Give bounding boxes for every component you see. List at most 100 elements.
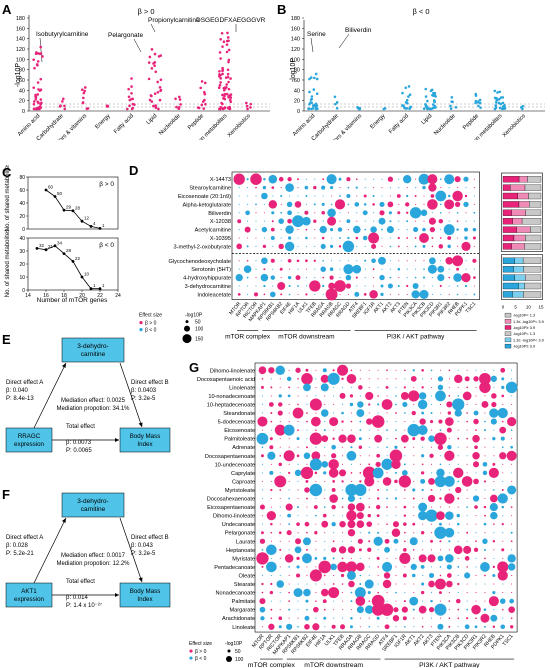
bubble xyxy=(439,540,442,543)
bubble xyxy=(324,395,326,397)
bubble xyxy=(310,416,321,427)
bubble xyxy=(404,592,406,594)
bubble xyxy=(511,583,513,585)
bubble xyxy=(305,497,308,500)
bubble xyxy=(261,565,264,568)
bubble xyxy=(288,386,291,389)
bar-frame-bottom xyxy=(501,254,543,300)
bubble xyxy=(300,466,314,480)
bubble xyxy=(413,515,415,517)
bubble xyxy=(337,364,349,376)
data-point xyxy=(225,92,229,96)
bubble xyxy=(349,402,354,407)
row-label: Eicosapentaenoate xyxy=(207,505,255,511)
bubble xyxy=(297,268,299,270)
bubble xyxy=(306,412,308,414)
bubble xyxy=(247,220,249,222)
bubble xyxy=(511,480,513,482)
bubble xyxy=(409,537,418,546)
bubble xyxy=(368,497,370,500)
bubble xyxy=(377,583,379,585)
panel-c-letter: C xyxy=(2,165,12,180)
bubble xyxy=(297,532,299,534)
bubble xyxy=(454,176,461,183)
bubble xyxy=(457,187,459,189)
bubble xyxy=(368,625,371,628)
bubble xyxy=(371,594,385,608)
bubble xyxy=(402,174,412,184)
bubble xyxy=(380,603,394,616)
bubble xyxy=(309,458,322,471)
arrow-b xyxy=(119,517,143,583)
bubble xyxy=(315,617,317,619)
stacked-bar-segment xyxy=(513,234,526,242)
data-point xyxy=(451,100,454,104)
bubble xyxy=(484,395,486,397)
bubble xyxy=(285,183,294,192)
panel-b-condition: β < 0 xyxy=(412,7,429,16)
bubble xyxy=(324,540,326,542)
bubble xyxy=(472,236,476,240)
bubble xyxy=(321,520,329,528)
bubble xyxy=(413,532,415,534)
data-point xyxy=(158,86,162,89)
bubble xyxy=(411,410,416,416)
ytick-label: 40 xyxy=(294,88,300,94)
bubble xyxy=(395,403,397,406)
bubble xyxy=(323,608,326,611)
bubble xyxy=(297,515,299,517)
bubble xyxy=(305,268,307,270)
bubble xyxy=(427,554,436,563)
bubble xyxy=(417,425,428,436)
data-point xyxy=(39,98,43,101)
ytick-label: 160 xyxy=(16,26,25,32)
bubble xyxy=(431,429,433,431)
bubble xyxy=(320,243,326,249)
bubble xyxy=(381,458,393,470)
bubble xyxy=(431,592,433,594)
bubble xyxy=(493,583,495,585)
bubble xyxy=(272,195,274,197)
bubble xyxy=(297,403,299,406)
bubble xyxy=(238,187,240,189)
group-label: mTOR complex xyxy=(225,334,271,341)
bubble xyxy=(297,489,299,491)
bubble xyxy=(255,220,257,222)
row-label: Biliverdin xyxy=(208,211,231,217)
bubble xyxy=(306,403,308,406)
bubble xyxy=(287,513,292,518)
bubble xyxy=(288,369,290,371)
bubble xyxy=(376,514,380,518)
bubble xyxy=(501,505,505,509)
bubble xyxy=(427,199,438,210)
bubble xyxy=(448,268,450,270)
bubble xyxy=(269,590,274,595)
bubble xyxy=(386,489,388,491)
bubble xyxy=(366,521,373,528)
bubble xyxy=(466,403,468,406)
bubble xyxy=(359,378,361,380)
bubble xyxy=(363,194,367,198)
bubble xyxy=(297,506,300,509)
bubble xyxy=(406,284,409,288)
data-point xyxy=(402,104,405,108)
point-label: 28 xyxy=(66,248,72,253)
bubble xyxy=(415,268,417,270)
bubble xyxy=(320,266,326,272)
bubble xyxy=(440,187,442,189)
bubble xyxy=(431,506,433,508)
mediator-label: 3-dehydro-carnitine xyxy=(77,498,108,513)
bubble xyxy=(479,381,491,394)
bubble xyxy=(422,617,424,619)
bubble xyxy=(347,503,356,511)
legend-size-label: 150 xyxy=(195,337,204,343)
bubble xyxy=(267,451,276,460)
bubble xyxy=(493,549,495,551)
bubble xyxy=(511,523,513,525)
bubble xyxy=(507,563,516,571)
bubble xyxy=(484,446,486,448)
data-point xyxy=(204,102,207,106)
bubble xyxy=(431,285,433,287)
bubble xyxy=(413,421,415,423)
